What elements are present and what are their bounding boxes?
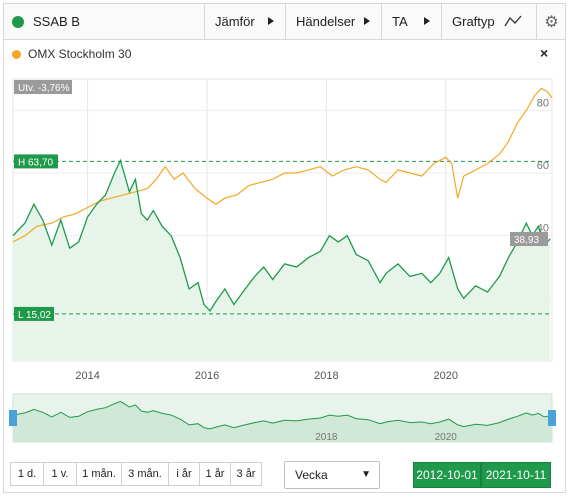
stock-area-fill bbox=[13, 160, 551, 361]
x-tick-label: 2014 bbox=[75, 370, 99, 382]
navigator-fill bbox=[13, 401, 552, 442]
comparison-name: OMX Stockholm 30 bbox=[28, 47, 132, 61]
stock-color-dot bbox=[12, 15, 24, 28]
range-button[interactable]: i år bbox=[168, 462, 200, 486]
change-label: Utv. -3,76% bbox=[18, 83, 70, 94]
interval-select[interactable]: Vecka ▼ bbox=[284, 461, 380, 489]
x-tick-label: 2016 bbox=[195, 370, 219, 382]
ta-label: TA bbox=[392, 14, 408, 29]
stock-legend[interactable]: SSAB B bbox=[12, 4, 80, 39]
range-button[interactable]: 1 år bbox=[199, 462, 231, 486]
x-tick-label: 2018 bbox=[314, 370, 338, 382]
series-line-ssab bbox=[12, 158, 551, 312]
low-label-bg bbox=[14, 306, 54, 321]
y-tick-label: 80 bbox=[537, 97, 549, 109]
interval-value: Vecka bbox=[295, 468, 328, 482]
y-tick-label: 60 bbox=[537, 160, 549, 172]
close-icon[interactable]: × bbox=[540, 45, 549, 61]
graph-type-label: Graftyp bbox=[452, 14, 495, 29]
date-from-button[interactable]: 2012-10-01 bbox=[413, 462, 481, 488]
comparison-legend: OMX Stockholm 30 bbox=[12, 44, 131, 64]
comparison-color-dot bbox=[12, 49, 21, 59]
change-label-bg bbox=[14, 80, 72, 94]
compare-button[interactable]: Jämför bbox=[204, 4, 285, 39]
stock-name: SSAB B bbox=[33, 14, 80, 29]
high-label-bg bbox=[14, 154, 58, 169]
chevron-right-icon bbox=[268, 17, 274, 25]
low-label: L 15,02 bbox=[18, 310, 51, 321]
range-button[interactable]: 1 v. bbox=[43, 462, 77, 486]
high-label: H 63,70 bbox=[18, 157, 53, 168]
last-value-label-bg bbox=[510, 232, 548, 247]
line-graph-icon bbox=[504, 15, 522, 27]
ta-button[interactable]: TA bbox=[381, 4, 441, 39]
series-line-omx bbox=[12, 87, 553, 243]
range-buttons: 1 d. 1 v. 1 mån. 3 mån. i år 1 år 3 år bbox=[10, 462, 262, 488]
chevron-right-icon bbox=[364, 17, 370, 25]
compare-label: Jämför bbox=[215, 14, 255, 29]
navigator-handle-left[interactable] bbox=[9, 410, 17, 426]
date-to-button[interactable]: 2021-10-11 bbox=[481, 462, 551, 488]
x-tick-label: 2020 bbox=[434, 370, 458, 382]
navigator-handle-right[interactable] bbox=[548, 410, 556, 426]
toolbar: SSAB B Jämför Händelser TA Graftyp ⚙ bbox=[4, 4, 565, 40]
navigator-line bbox=[12, 400, 551, 430]
price-chart[interactable]: 2014201620182020020406080Utv. -3,76%H 63… bbox=[0, 0, 570, 460]
chevron-right-icon bbox=[424, 17, 430, 25]
range-button[interactable]: 3 mån. bbox=[121, 462, 169, 486]
graph-type-button[interactable]: Graftyp bbox=[441, 4, 536, 39]
navigator-tick-label: 2018 bbox=[315, 432, 338, 443]
chevron-down-icon: ▼ bbox=[361, 469, 371, 480]
events-label: Händelser bbox=[296, 14, 356, 29]
range-button[interactable]: 1 mån. bbox=[76, 462, 122, 486]
navigator-tick-label: 2020 bbox=[435, 432, 458, 443]
range-button[interactable]: 1 d. bbox=[10, 462, 44, 486]
last-value-label: 38,93 bbox=[514, 235, 539, 246]
range-button[interactable]: 3 år bbox=[230, 462, 262, 486]
gear-icon[interactable]: ⚙ bbox=[536, 4, 566, 39]
events-button[interactable]: Händelser bbox=[285, 4, 381, 39]
